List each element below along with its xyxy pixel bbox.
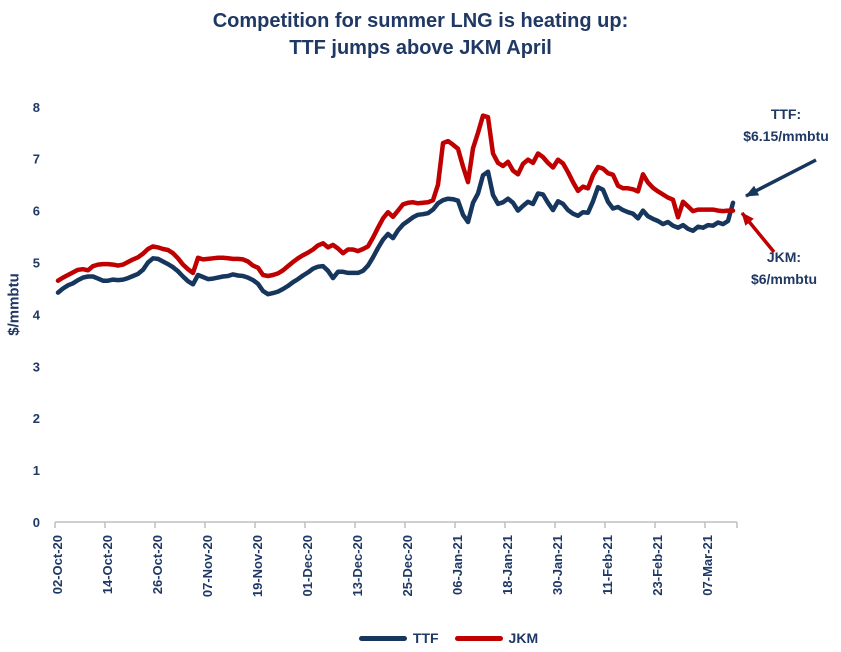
legend-item-jkm: JKM bbox=[454, 630, 539, 646]
ttf-line-swatch bbox=[358, 635, 407, 641]
jkm-line-swatch bbox=[454, 635, 503, 641]
legend-label-jkm: JKM bbox=[508, 630, 539, 646]
x-tick-label: 07-Mar-21 bbox=[700, 535, 715, 596]
y-tick-label: 5 bbox=[33, 256, 40, 271]
x-tick-label: 14-Oct-20 bbox=[100, 535, 115, 594]
y-tick-label: 2 bbox=[33, 411, 40, 426]
y-tick-label: 4 bbox=[33, 307, 41, 322]
annotation-jkm-line2: $6/mmbtu bbox=[750, 270, 818, 287]
ttf-annotation-arrow bbox=[745, 158, 817, 198]
y-tick-label: 1 bbox=[33, 463, 40, 478]
legend: TTF JKM bbox=[56, 630, 841, 646]
x-tick-label: 25-Dec-20 bbox=[400, 535, 415, 596]
x-tick-label: 06-Jan-21 bbox=[450, 535, 465, 595]
x-tick-label: 01-Dec-20 bbox=[300, 535, 315, 596]
x-tick-label: 23-Feb-21 bbox=[650, 535, 665, 596]
chart-title-line1: Competition for summer LNG is heating up… bbox=[212, 10, 629, 32]
y-tick-label: 7 bbox=[33, 152, 40, 167]
annotation-jkm-line1: JKM: bbox=[766, 249, 802, 265]
legend-item-ttf: TTF bbox=[358, 630, 439, 646]
jkm-annotation-arrow bbox=[740, 211, 776, 254]
x-tick-label: 26-Oct-20 bbox=[150, 535, 165, 594]
y-tick-label: 8 bbox=[33, 100, 40, 115]
annotation-ttf-line1: TTF: bbox=[770, 106, 802, 122]
x-tick-label: 30-Jan-21 bbox=[550, 535, 565, 595]
annotation-ttf-line2: $6.15/mmbtu bbox=[743, 127, 829, 144]
annotation-jkm: JKM: $6/mmbtu bbox=[729, 247, 839, 290]
x-tick-label: 18-Jan-21 bbox=[500, 535, 515, 595]
y-tick-label: 6 bbox=[33, 204, 40, 219]
chart-title-line2: TTF jumps above JKM April bbox=[289, 37, 552, 59]
x-tick-label: 13-Dec-20 bbox=[350, 535, 365, 596]
y-tick-label: 0 bbox=[33, 515, 40, 530]
chart-title: Competition for summer LNG is heating up… bbox=[0, 8, 841, 62]
x-tick-label: 07-Nov-20 bbox=[200, 535, 215, 597]
x-tick-label: 02-Oct-20 bbox=[50, 535, 65, 594]
y-tick-label: 3 bbox=[33, 359, 40, 374]
x-tick-label: 11-Feb-21 bbox=[600, 535, 615, 595]
ttf-line bbox=[55, 169, 736, 297]
legend-label-ttf: TTF bbox=[412, 630, 439, 646]
jkm-line bbox=[55, 113, 736, 283]
x-tick-label: 19-Nov-20 bbox=[250, 535, 265, 597]
annotation-ttf: TTF: $6.15/mmbtu bbox=[731, 104, 841, 147]
